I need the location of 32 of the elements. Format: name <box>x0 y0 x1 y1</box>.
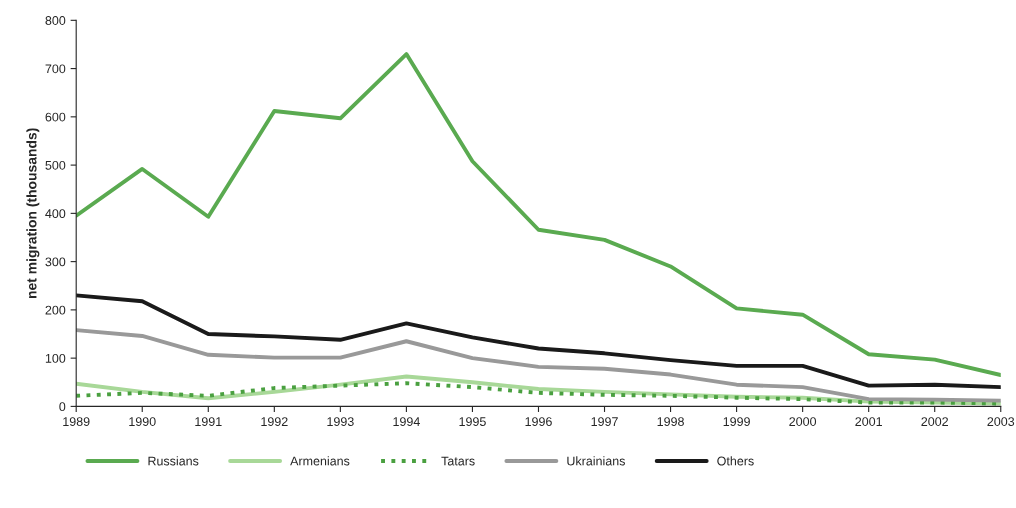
x-tick-label: 1998 <box>657 417 684 426</box>
legend-label: Ukrainians <box>567 456 625 466</box>
x-tick-label: 1991 <box>195 417 222 426</box>
legend-label: Others <box>717 456 754 466</box>
y-tick-label: 300 <box>45 257 66 267</box>
y-tick-label: 800 <box>45 16 66 25</box>
x-tick-label: 1993 <box>327 417 354 426</box>
y-tick-label: 200 <box>45 305 66 315</box>
legend-label: Russians <box>148 456 199 466</box>
x-tick-label: 2002 <box>921 417 948 426</box>
legend-label: Tatars <box>441 456 475 466</box>
legend-label: Armenians <box>290 456 350 466</box>
x-tick-label: 1992 <box>261 417 288 426</box>
y-tick-label: 400 <box>45 209 66 219</box>
x-tick-label: 1994 <box>393 417 420 426</box>
line-series <box>76 52 1001 377</box>
line-series <box>76 328 1001 403</box>
x-tick-label: 2000 <box>789 417 817 426</box>
x-tick-label: 1997 <box>591 417 618 426</box>
x-tick-label: 1999 <box>723 417 750 426</box>
x-tick-label: 1989 <box>63 417 90 426</box>
y-tick-label: 100 <box>45 353 66 363</box>
y-tick-label: 700 <box>45 64 66 74</box>
y-tick-label: 500 <box>45 160 66 170</box>
x-tick-label: 1996 <box>525 417 552 426</box>
y-tick-label: 600 <box>45 112 66 122</box>
x-tick-label: 2001 <box>855 417 882 426</box>
x-tick-label: 1995 <box>459 417 486 426</box>
x-tick-label: 1990 <box>129 417 156 426</box>
x-tick-label: 2003 <box>987 417 1015 426</box>
y-tick-label: 0 <box>59 402 66 412</box>
y-axis-title: net migration (thousands) <box>26 128 40 299</box>
